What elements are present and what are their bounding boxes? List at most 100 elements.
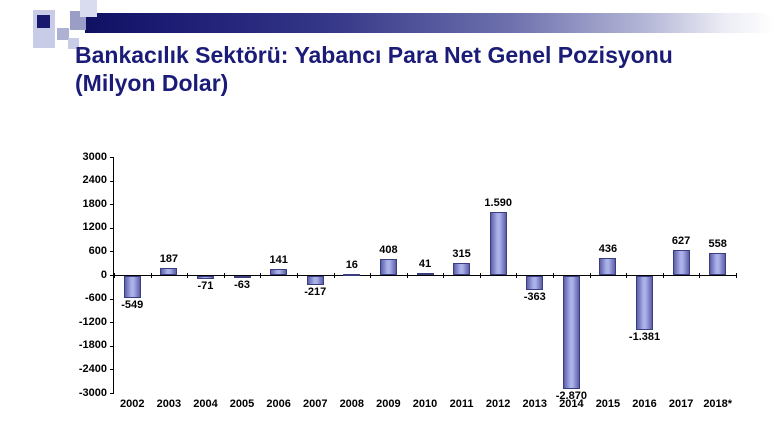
decor-square-medium-mid xyxy=(57,28,69,40)
bar-value-label: 558 xyxy=(708,238,727,250)
bar xyxy=(343,274,361,276)
y-axis-tick-label: -600 xyxy=(84,292,107,305)
bar xyxy=(636,276,654,330)
x-axis-line xyxy=(114,275,736,276)
bar xyxy=(160,268,178,275)
x-axis-tick xyxy=(260,273,262,278)
bar xyxy=(709,253,727,275)
bar-value-label: 141 xyxy=(269,254,288,266)
y-axis-tick xyxy=(110,157,114,158)
bar xyxy=(489,212,507,275)
x-axis-tick xyxy=(296,273,298,278)
y-axis-tick-label: -1800 xyxy=(78,339,107,352)
bar xyxy=(599,258,617,275)
y-axis-tick xyxy=(110,275,114,276)
y-axis-tick-label: -3000 xyxy=(78,386,107,399)
x-axis-tick xyxy=(553,273,555,278)
bar xyxy=(453,263,471,275)
y-axis-tick xyxy=(110,298,114,300)
x-axis-label: 2012 xyxy=(485,398,511,410)
bar xyxy=(196,276,214,279)
bar xyxy=(672,250,690,275)
y-axis-tick-label: 1200 xyxy=(82,221,107,234)
y-axis-tick-label: -1200 xyxy=(78,315,107,328)
bar xyxy=(123,276,141,298)
y-axis-tick xyxy=(110,345,114,347)
y-axis-tick-label: 2400 xyxy=(82,174,107,187)
bar xyxy=(306,276,324,285)
bar-value-label: -63 xyxy=(234,279,250,291)
x-axis-label: 2008 xyxy=(339,398,365,410)
x-axis-label: 2017 xyxy=(668,398,694,410)
x-axis-label: 2006 xyxy=(266,398,291,410)
y-axis-tick xyxy=(110,393,114,394)
y-axis-tick-label: 1800 xyxy=(82,197,107,210)
slide-title-line2: (Milyon Dolar) xyxy=(75,69,229,96)
bar-value-label: -1.381 xyxy=(628,331,661,343)
x-axis-tick xyxy=(187,273,189,278)
x-axis-tick xyxy=(370,273,372,278)
x-axis-label: 2018* xyxy=(703,398,733,410)
bar-value-label: 408 xyxy=(379,244,398,256)
x-axis-tick xyxy=(333,273,335,278)
x-axis-label: 2009 xyxy=(376,398,401,410)
y-axis-tick-label: 3000 xyxy=(82,150,107,163)
decor-square-light-top xyxy=(80,0,97,17)
y-axis-tick-label: -2400 xyxy=(78,362,107,375)
x-axis-tick xyxy=(443,273,445,278)
x-axis-tick xyxy=(516,273,518,278)
x-axis-tick xyxy=(150,273,152,278)
y-axis-tick xyxy=(110,322,114,324)
slide-title-line1: Bankacılık Sektörü: Yabancı Para Net Gen… xyxy=(75,42,673,68)
x-axis-tick xyxy=(479,273,481,278)
x-axis-label: 2015 xyxy=(595,398,621,410)
x-axis-tick xyxy=(406,273,408,278)
bar xyxy=(416,273,434,275)
y-axis-tick xyxy=(110,204,114,206)
x-axis-label: 2014 xyxy=(559,398,584,410)
x-axis-label: 2007 xyxy=(302,398,328,410)
x-axis-label: 2013 xyxy=(522,398,547,410)
bar-value-label: 627 xyxy=(671,235,691,247)
bar-value-label: -217 xyxy=(304,286,327,298)
x-axis-label: 2010 xyxy=(412,398,438,410)
bar-value-label: -71 xyxy=(197,280,214,292)
slide-title: Bankacılık Sektörü: Yabancı Para Net Gen… xyxy=(75,42,755,97)
header-accent-bar xyxy=(85,13,774,33)
bar-value-label: 315 xyxy=(452,248,471,260)
x-axis-tick xyxy=(699,273,701,278)
x-axis-label: 2002 xyxy=(120,398,145,410)
bar-value-label: -2.870 xyxy=(555,390,587,402)
x-axis-tick xyxy=(626,273,628,278)
x-axis-tick xyxy=(114,273,115,278)
bar xyxy=(233,276,251,278)
x-axis-label: 2005 xyxy=(229,398,255,410)
bar-value-label: 41 xyxy=(418,258,432,270)
y-axis-tick xyxy=(110,251,114,253)
bar-value-label: 16 xyxy=(345,259,358,271)
bar xyxy=(562,276,580,389)
y-axis-tick xyxy=(110,180,114,182)
x-axis-tick xyxy=(662,273,664,278)
x-axis-tick xyxy=(223,273,225,278)
y-axis-tick xyxy=(110,369,114,371)
y-axis-tick xyxy=(110,227,114,229)
x-axis-label: 2016 xyxy=(632,398,657,410)
plot-area: 3000 2400 1800 1200 600 0 -600 -1200 -1800 -2400 -… xyxy=(79,151,737,410)
bar-value-label: -549 xyxy=(121,299,144,311)
x-axis-label: 2003 xyxy=(156,398,182,410)
x-axis-tick xyxy=(589,273,591,278)
bar xyxy=(270,269,288,275)
x-axis-tick xyxy=(736,273,737,278)
bar-value-label: 436 xyxy=(598,243,618,255)
x-axis-label: 2004 xyxy=(193,398,218,410)
bar xyxy=(526,276,544,290)
y-axis-tick-label: 600 xyxy=(88,244,107,257)
y-axis-tick-label: 0 xyxy=(100,268,107,281)
bar xyxy=(379,259,397,275)
bar-value-label: 187 xyxy=(159,253,179,265)
bar-value-label: 1.590 xyxy=(484,197,512,209)
bar-value-label: -363 xyxy=(523,291,546,303)
x-axis-label: 2011 xyxy=(449,398,474,410)
decor-square-light-low xyxy=(68,38,79,49)
